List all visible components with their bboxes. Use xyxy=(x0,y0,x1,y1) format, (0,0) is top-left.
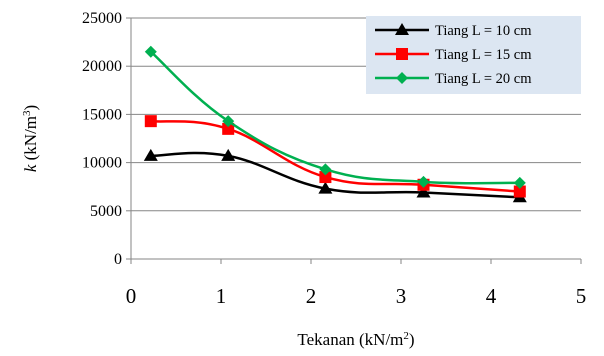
legend: Tiang L = 10 cm Tiang L = 15 cm Tiang L = … xyxy=(366,16,581,94)
series-1-point xyxy=(416,185,431,198)
series-2-point xyxy=(144,115,157,128)
series-layer xyxy=(143,45,527,203)
x-axis-title-text: Tekanan (kN/m xyxy=(297,330,403,349)
y-tick-label: 10000 xyxy=(82,155,122,172)
x-axis-title-close: ) xyxy=(409,330,415,349)
legend-marker-3 xyxy=(396,72,408,84)
series-3-point xyxy=(144,45,157,58)
series-3-point xyxy=(417,175,430,188)
series-line-1 xyxy=(150,151,520,199)
y-tick-label: 0 xyxy=(114,251,122,268)
y-axis-title: k (kN/m3) xyxy=(21,105,40,172)
series-1-point xyxy=(221,148,236,161)
series-2-point xyxy=(513,185,526,198)
legend-marker-1 xyxy=(395,23,409,35)
y-axis-title-close: ) xyxy=(21,105,40,111)
x-tick-label: 4 xyxy=(486,284,497,308)
series-3-point xyxy=(319,163,332,176)
y-tick-label: 5000 xyxy=(90,203,122,220)
x-axis-title: Tekanan (kN/m2) xyxy=(297,330,414,349)
series-2-point xyxy=(319,171,332,184)
legend-label-3: Tiang L = 20 cm xyxy=(435,71,532,87)
y-tick-label: 20000 xyxy=(82,58,122,75)
series-3-point xyxy=(222,115,235,128)
x-tick-label: 0 xyxy=(126,284,137,308)
series-1-point xyxy=(143,148,158,161)
series-1-point xyxy=(318,181,333,194)
series-2-point xyxy=(222,122,235,135)
y-tick-label: 25000 xyxy=(82,10,122,27)
x-axis-title-exponent: 2 xyxy=(403,330,409,342)
legend-marker-2 xyxy=(396,48,408,60)
x-tick-label: 3 xyxy=(396,284,407,308)
y-axis-title-symbol: k xyxy=(21,164,40,172)
axis-layer xyxy=(126,17,582,264)
y-axis-title-unit: (kN/m xyxy=(21,116,40,165)
x-tick-label: 5 xyxy=(576,284,587,308)
series-3-point xyxy=(513,176,526,189)
y-axis-title-exponent: 3 xyxy=(21,110,33,116)
x-tick-label: 1 xyxy=(216,284,227,308)
y-tick-label: 15000 xyxy=(82,106,122,123)
legend-label-1: Tiang L = 10 cm xyxy=(435,23,532,39)
legend-label-2: Tiang L = 15 cm xyxy=(435,47,532,63)
series-line-2 xyxy=(150,119,520,193)
x-tick-label: 2 xyxy=(306,284,317,308)
